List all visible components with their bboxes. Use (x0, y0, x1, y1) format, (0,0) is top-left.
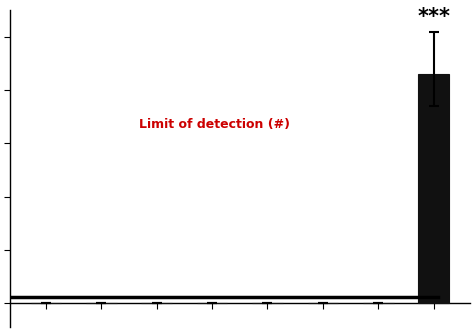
Text: ***: *** (417, 8, 450, 27)
Text: Limit of detection (#): Limit of detection (#) (138, 118, 290, 131)
Bar (419, 74, 449, 303)
